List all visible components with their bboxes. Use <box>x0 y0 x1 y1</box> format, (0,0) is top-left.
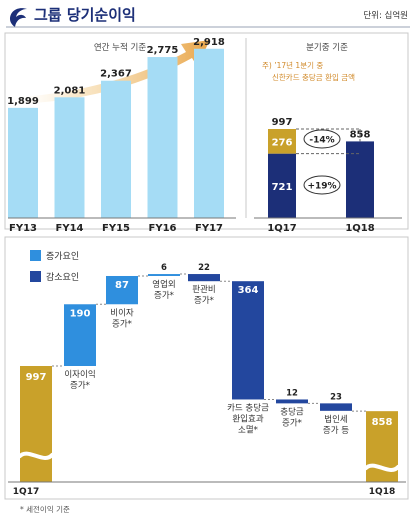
quarter-bar-base-1q18 <box>346 141 374 218</box>
quarter-total-label: 997 <box>272 117 293 128</box>
waterfall-legend: 증가요인 감소요인 <box>30 250 79 283</box>
unit-label: 단위: 십억원 <box>363 10 408 21</box>
annual-subtitle: 연간 누적 기준 <box>94 42 147 53</box>
waterfall-step-bar <box>320 403 352 411</box>
annual-category-label: FY17 <box>195 223 223 234</box>
annual-category-label: FY13 <box>9 223 37 234</box>
growth-arrow-icon <box>5 40 210 104</box>
annual-category-label: FY16 <box>149 223 177 234</box>
bottom-panel-border <box>4 236 409 500</box>
quarter-category-label: 1Q18 <box>345 223 374 234</box>
waterfall-step-label: 비이자 증가* <box>110 307 134 329</box>
quarterly-chart: 분기중 기준 주) ’17년 1분기 중 신한카드 충당금 환입 금액 276 7… <box>254 43 402 234</box>
annual-category-label: FY15 <box>102 223 130 234</box>
waterfall-step-label: 이자이익 증가* <box>64 369 95 391</box>
waterfall-step-bar <box>188 274 220 282</box>
top-panel-border <box>4 32 409 230</box>
axis-break-icon <box>363 463 401 472</box>
waterfall-step-value: 6 <box>161 263 167 273</box>
legend-swatch-decrease <box>30 271 41 282</box>
waterfall-step-label: 법인세 증가 등 <box>323 414 349 436</box>
waterfall-step-bar <box>276 399 308 404</box>
annual-value-label: 1,899 <box>7 96 39 107</box>
waterfall-start-label: 1Q17 <box>13 487 39 497</box>
quarterly-subtitle: 분기중 기준 <box>306 43 348 53</box>
quarter-bar-provision-1q17 <box>268 129 296 154</box>
quarter-segment-label: 276 <box>272 137 293 148</box>
annual-value-label: 2,367 <box>100 69 132 80</box>
waterfall-step-value: 364 <box>238 285 259 296</box>
waterfall-end-value: 858 <box>372 417 393 428</box>
annual-value-label: 2,918 <box>193 37 225 48</box>
quarterly-note: 주) ’17년 1분기 중 신한카드 충당금 환입 금액 <box>262 60 355 82</box>
annual-value-label: 2,081 <box>54 85 86 96</box>
annual-value-label: 2,775 <box>147 45 179 56</box>
annual-chart: 연간 누적 기준 1,899 FY13 2,081 FY14 2,367 FY15 2,77… <box>5 37 236 234</box>
change-annotation-bubble <box>303 129 341 149</box>
legend-swatch-increase <box>30 250 41 261</box>
annual-bar-fy13 <box>8 107 38 218</box>
waterfall-step-bar <box>106 275 138 305</box>
change-annotation-label: -14% <box>309 136 334 146</box>
footnote: * 세전이익 기준 <box>20 504 70 514</box>
waterfall-step-value: 87 <box>115 280 129 291</box>
waterfall-step-value: 190 <box>70 308 91 319</box>
waterfall-step-label: 카드 충당금 환입효과 소멸* <box>227 402 269 435</box>
waterfall-start-value: 997 <box>26 372 47 383</box>
waterfall-step-label: 판관비 증가* <box>192 284 215 306</box>
waterfall-step-label: 영업외 증가* <box>152 279 175 301</box>
shinhan-logo-icon <box>10 8 27 28</box>
waterfall-step-bar <box>232 281 264 400</box>
annual-bar-fy17 <box>194 48 224 219</box>
quarter-segment-label: 721 <box>272 182 293 193</box>
annual-category-label: FY14 <box>56 223 84 234</box>
change-annotation-label: +19% <box>307 182 336 192</box>
waterfall-start-bar <box>20 366 52 482</box>
page-title: 그룹 당기순이익 <box>34 6 136 24</box>
waterfall-step-value: 22 <box>198 263 210 273</box>
legend-label-decrease: 감소요인 <box>46 271 79 283</box>
waterfall-step-bar <box>64 304 96 366</box>
axis-break-icon <box>17 451 55 460</box>
header: 그룹 당기순이익 단위: 십억원 <box>6 6 410 28</box>
waterfall-step-bar <box>148 274 180 276</box>
annual-bar-fy15 <box>101 80 131 219</box>
annual-bar-fy16 <box>147 57 178 218</box>
quarter-category-label: 1Q17 <box>267 223 296 234</box>
waterfall-step-value: 12 <box>286 388 298 398</box>
change-annotation-bubble <box>303 175 341 195</box>
waterfall-chart: 증가요인 감소요인 997 1Q17 190 이자이익 증가* 87 비이자 증가* 6 영업외 증… <box>8 250 406 497</box>
legend-label-increase: 증가요인 <box>46 251 79 262</box>
waterfall-step-label: 충당금 증가* <box>280 406 304 428</box>
waterfall-end-label: 1Q18 <box>369 487 395 497</box>
annual-bar-fy14 <box>54 97 85 218</box>
quarter-bar-base-1q17 <box>268 153 296 218</box>
waterfall-step-value: 23 <box>330 392 342 402</box>
